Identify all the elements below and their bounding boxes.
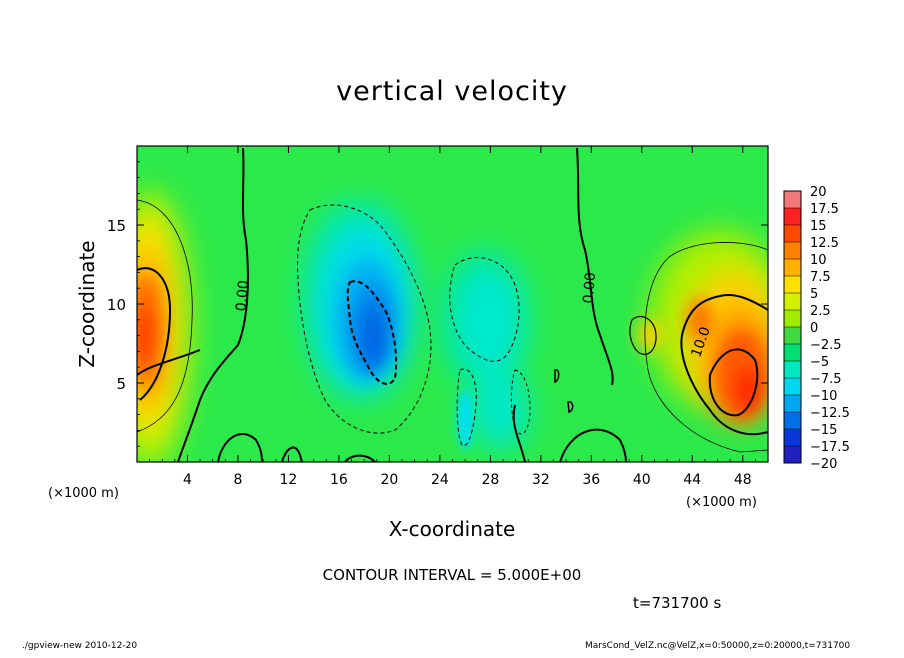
contour-label: 0.00 bbox=[581, 272, 600, 304]
colorbar-label: −2.5 bbox=[810, 338, 842, 353]
y-tick-label: 10 bbox=[107, 296, 126, 314]
y-axis-label: Z-coordinate bbox=[75, 240, 99, 367]
colorbar-label: 20 bbox=[810, 185, 827, 200]
colorbar-label: −12.5 bbox=[810, 406, 850, 421]
colorbar-swatch bbox=[784, 429, 801, 447]
x-tick-label: 44 bbox=[683, 472, 701, 488]
footer-data-source: MarsCond_VelZ.nc@VelZ,x=0:50000,z=0:2000… bbox=[585, 641, 851, 651]
colorbar-label: 17.5 bbox=[810, 202, 839, 217]
colorbar-label: 12.5 bbox=[810, 236, 839, 251]
colorbar-swatch bbox=[784, 259, 801, 277]
colorbar-label: 0 bbox=[810, 321, 818, 336]
y-axis-unit: (×1000 m) bbox=[48, 486, 119, 501]
colorbar-swatch bbox=[784, 412, 801, 430]
colorbar-swatch bbox=[784, 361, 801, 379]
x-tick-label: 36 bbox=[582, 472, 600, 488]
contour-interval-note: CONTOUR INTERVAL = 5.000E+00 bbox=[322, 566, 582, 584]
colorbar-swatch bbox=[784, 276, 801, 294]
contour-lines bbox=[137, 147, 768, 462]
y-tick-label: 15 bbox=[107, 217, 126, 235]
x-tick-label: 28 bbox=[481, 472, 499, 488]
colorbar-label: −5 bbox=[810, 355, 829, 370]
colorbar-label: −7.5 bbox=[810, 372, 842, 387]
colorbar-swatch bbox=[784, 446, 801, 464]
x-tick-label: 24 bbox=[431, 472, 449, 488]
y-tick-label: 5 bbox=[116, 375, 126, 393]
y-axis: 5 10 15 bbox=[107, 161, 768, 447]
x-tick-label: 16 bbox=[330, 472, 348, 488]
x-tick-label: 8 bbox=[233, 472, 242, 488]
colorbar-label: −10 bbox=[810, 389, 837, 404]
x-tick-label: 48 bbox=[734, 472, 752, 488]
colorbar-label: 15 bbox=[810, 219, 827, 234]
footer-program-date: ./gpview-new 2010-12-20 bbox=[22, 641, 138, 651]
x-axis-label: X-coordinate bbox=[389, 517, 516, 541]
colorbar-label: 10 bbox=[810, 253, 827, 268]
x-tick-label: 20 bbox=[380, 472, 398, 488]
colorbar-swatch bbox=[784, 395, 801, 413]
x-tick-label: 12 bbox=[280, 472, 298, 488]
colorbar-swatch bbox=[784, 344, 801, 362]
colorbar-swatch bbox=[784, 310, 801, 328]
colorbar-label: 7.5 bbox=[810, 270, 831, 285]
colorbar-label: −15 bbox=[810, 423, 837, 438]
colorbar-swatch bbox=[784, 208, 801, 226]
colorbar: 20 17.5 15 12.5 10 7.5 5 2.5 0 −2.5 −5 −7.5 −10 −12.5… bbox=[783, 185, 850, 472]
x-axis-unit: (×1000 m) bbox=[686, 495, 757, 510]
colorbar-swatch bbox=[784, 378, 801, 396]
chart-title: vertical velocity bbox=[336, 76, 568, 107]
time-label: t=731700 s bbox=[633, 594, 722, 612]
contour-label: 0.00 bbox=[233, 280, 252, 312]
colorbar-swatch bbox=[784, 242, 801, 260]
colorbar-swatch bbox=[784, 293, 801, 311]
x-axis: 4 8 12 16 20 24 28 32 36 40 44 48 bbox=[149, 146, 756, 488]
colorbar-label: 5 bbox=[810, 287, 818, 302]
colorbar-swatch bbox=[784, 191, 801, 209]
x-tick-label: 40 bbox=[633, 472, 651, 488]
colorbar-swatch bbox=[784, 225, 801, 243]
colorbar-label: 2.5 bbox=[810, 304, 831, 319]
colorbar-label: −20 bbox=[810, 457, 837, 472]
colorbar-swatch bbox=[784, 327, 801, 345]
x-tick-label: 32 bbox=[532, 472, 550, 488]
x-tick-label: 4 bbox=[183, 472, 192, 488]
heatmap-field bbox=[137, 146, 768, 462]
colorbar-label: −17.5 bbox=[810, 440, 850, 455]
